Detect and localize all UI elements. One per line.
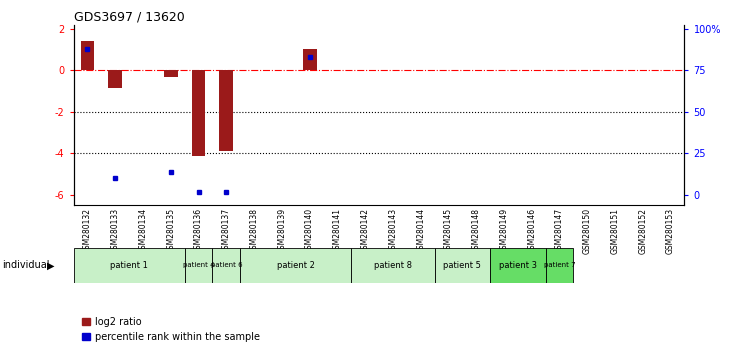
Bar bbox=[164, 70, 177, 77]
Bar bbox=[219, 70, 233, 152]
Bar bbox=[74, 248, 185, 283]
Bar bbox=[80, 41, 94, 70]
Text: patient 4: patient 4 bbox=[183, 263, 214, 268]
Bar bbox=[490, 248, 545, 283]
Text: patient 7: patient 7 bbox=[544, 263, 576, 268]
Text: patient 8: patient 8 bbox=[374, 261, 412, 270]
Bar bbox=[191, 70, 205, 155]
Bar bbox=[240, 248, 351, 283]
Bar bbox=[302, 48, 316, 70]
Bar bbox=[185, 248, 213, 283]
Text: ▶: ▶ bbox=[47, 261, 54, 270]
Legend: log2 ratio, percentile rank within the sample: log2 ratio, percentile rank within the s… bbox=[79, 313, 264, 346]
Bar bbox=[434, 248, 490, 283]
Bar bbox=[108, 70, 122, 88]
Text: patient 3: patient 3 bbox=[499, 261, 537, 270]
Text: GDS3697 / 13620: GDS3697 / 13620 bbox=[74, 11, 184, 24]
Bar bbox=[213, 248, 240, 283]
Text: individual: individual bbox=[2, 261, 50, 270]
Text: patient 1: patient 1 bbox=[110, 261, 148, 270]
Bar bbox=[351, 248, 434, 283]
Text: patient 5: patient 5 bbox=[443, 261, 481, 270]
Text: patient 6: patient 6 bbox=[210, 263, 242, 268]
Text: patient 2: patient 2 bbox=[277, 261, 315, 270]
Bar bbox=[545, 248, 573, 283]
